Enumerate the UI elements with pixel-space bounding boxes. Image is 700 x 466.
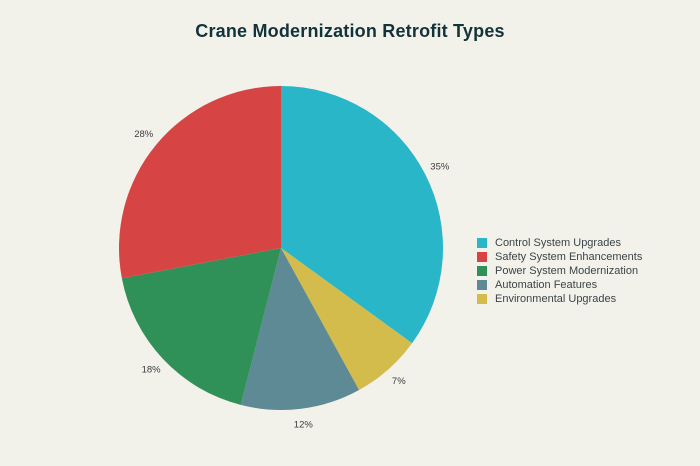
legend-swatch-icon <box>477 279 487 290</box>
pie-slice-0 <box>281 86 443 344</box>
legend-label: Control System Upgrades <box>495 236 621 249</box>
legend-label: Power System Modernization <box>495 264 639 277</box>
legend-item-0: Control System Upgrades <box>477 236 642 249</box>
legend-item-4: Environmental Upgrades <box>477 292 642 305</box>
legend-item-3: Automation Features <box>477 278 642 291</box>
legend-item-1: Safety System Enhancements <box>477 250 643 263</box>
legend-swatch-icon <box>477 237 487 248</box>
legend-label: Environmental Upgrades <box>495 292 617 305</box>
pie-slice-4 <box>281 248 413 390</box>
pie-slice-1 <box>118 86 281 279</box>
pie-percent-label: 28% <box>134 129 154 140</box>
pie-percent-label: 12% <box>294 419 314 430</box>
legend-label: Automation Features <box>495 278 598 291</box>
pie-percent-label: 35% <box>430 162 450 173</box>
pie-slice-3 <box>240 248 360 410</box>
legend-swatch-icon <box>477 265 487 276</box>
pie-slice-2 <box>121 248 282 405</box>
chart-title: Crane Modernization Retrofit Types <box>195 21 505 41</box>
pie-percent-label: 18% <box>142 365 162 376</box>
legend-item-2: Power System Modernization <box>477 264 642 277</box>
legend-label: Safety System Enhancements <box>495 250 643 263</box>
legend-swatch-icon <box>477 251 487 262</box>
legend-swatch-icon <box>477 293 487 304</box>
legend: Control System Upgrades Safety System Enh… <box>477 236 643 305</box>
pie-percent-label: 7% <box>392 376 406 387</box>
